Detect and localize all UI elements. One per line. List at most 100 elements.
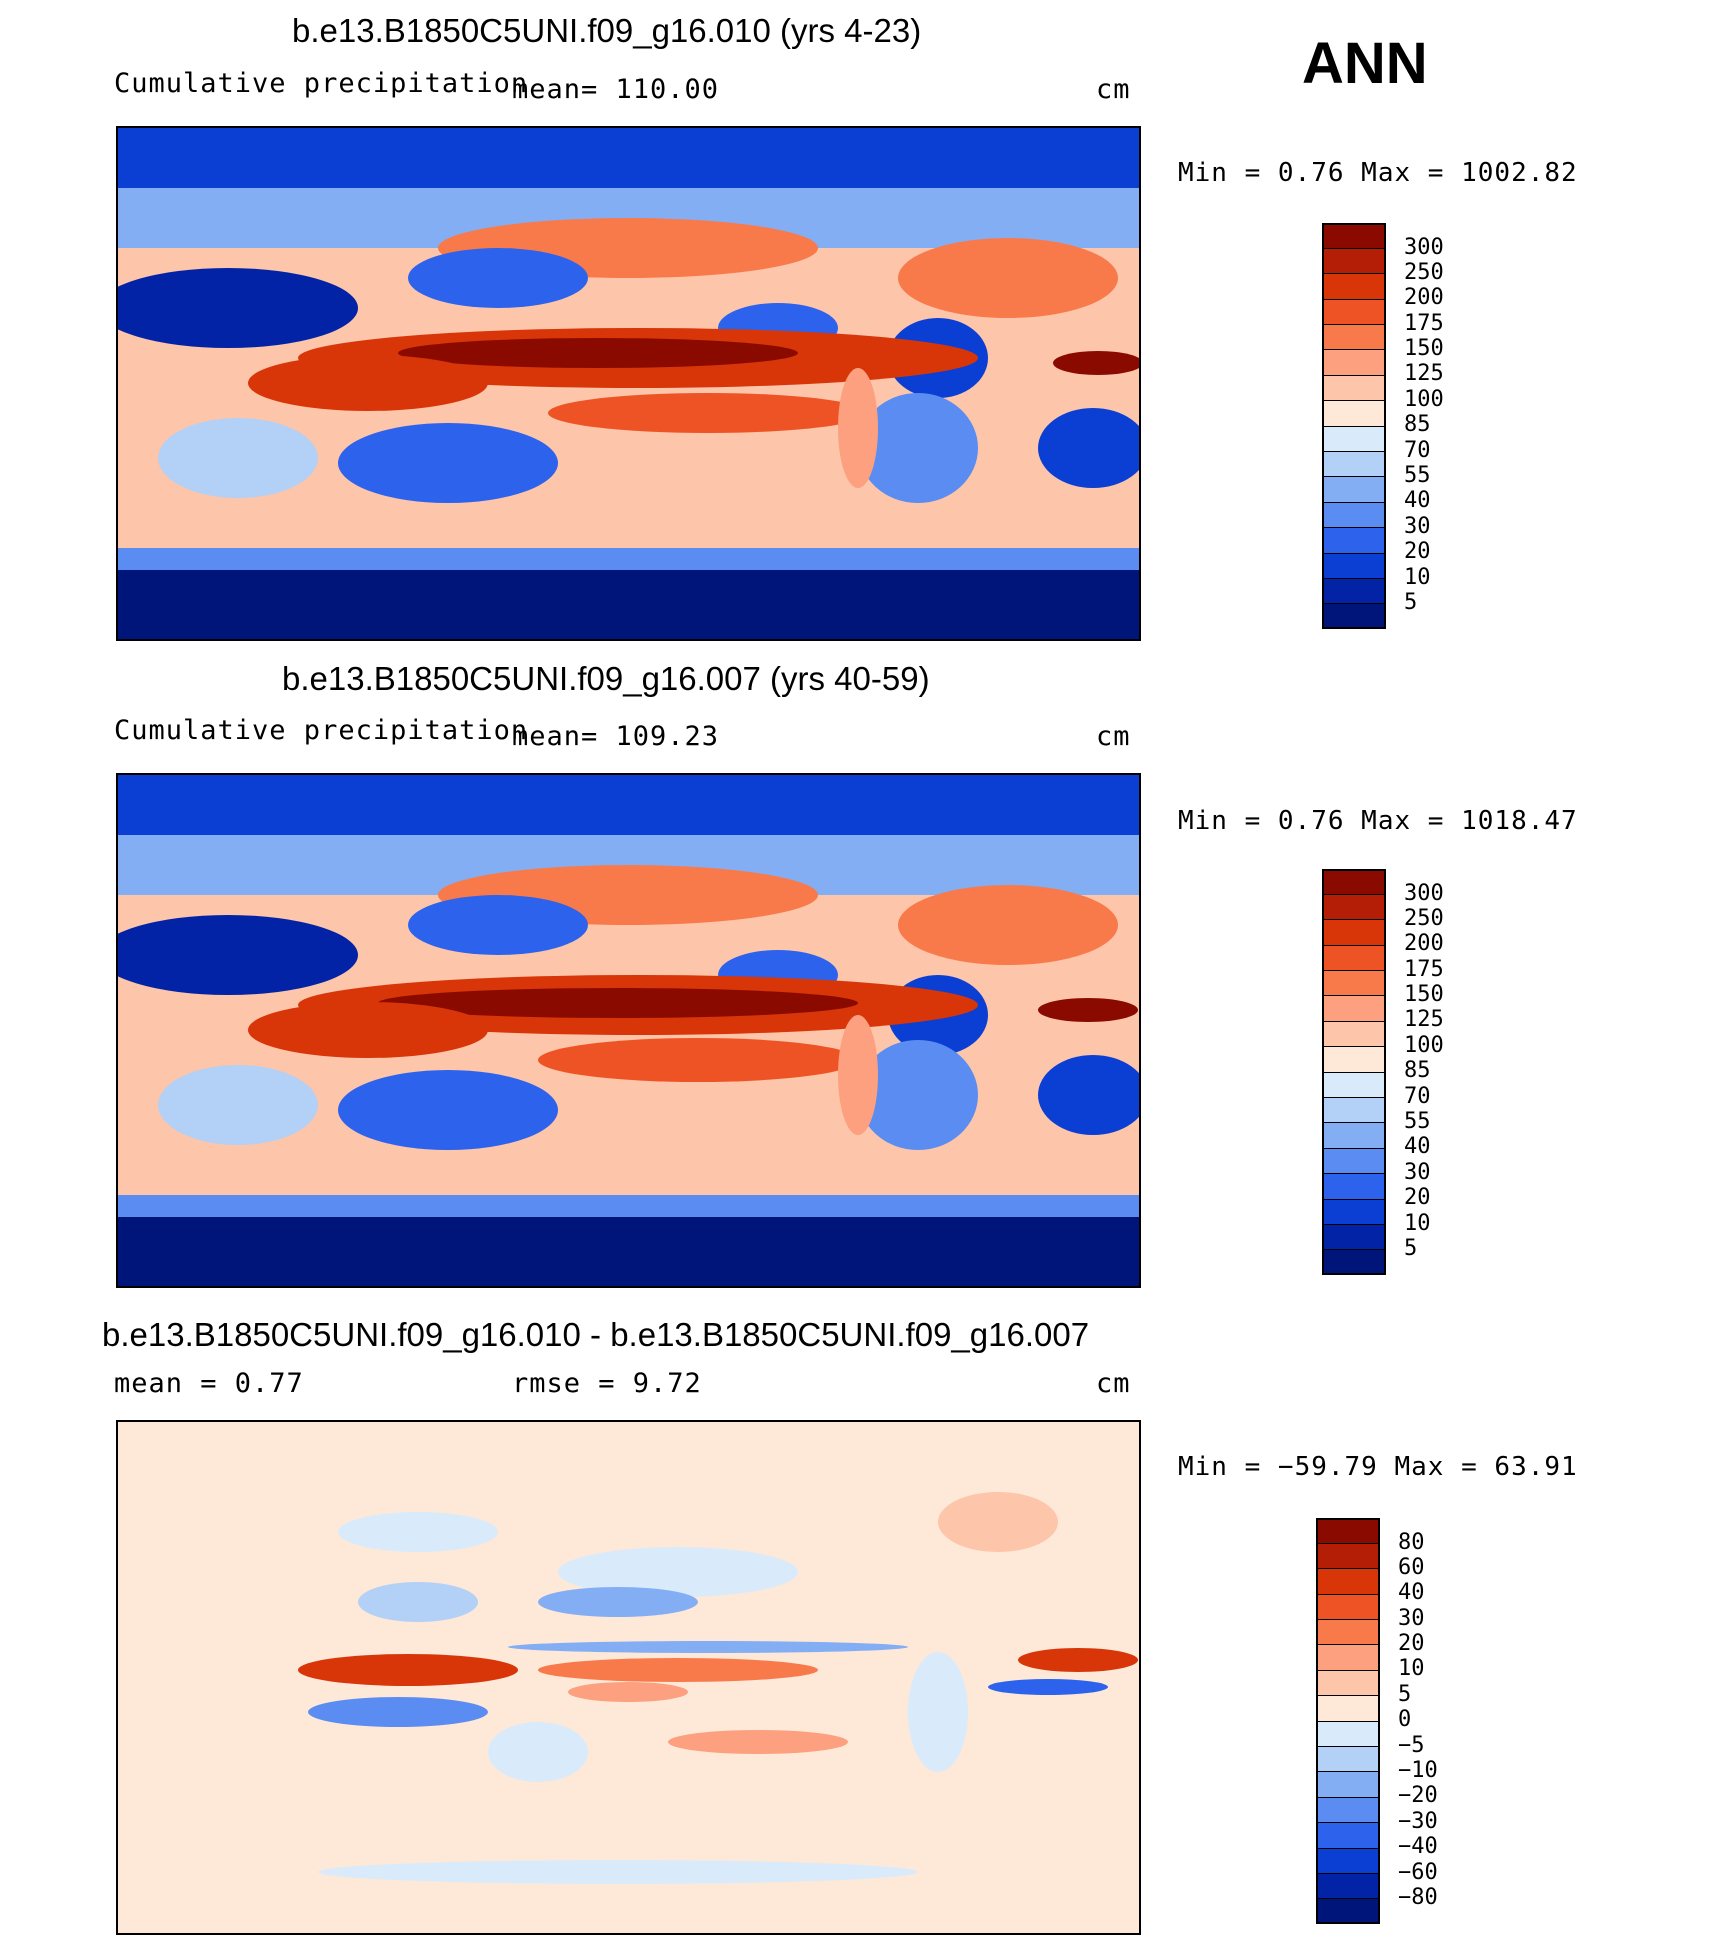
cbar-1-label-14: 5 <box>1404 590 1418 615</box>
cbar-2-label-2: 200 <box>1404 931 1444 956</box>
panel-2-left-label: Cumulative precipitation <box>114 715 529 746</box>
cbar-3-label-5: 10 <box>1398 1656 1425 1681</box>
panel-2-units: cm <box>1096 721 1131 752</box>
panel-2-title: b.e13.B1850C5UNI.f09_g16.007 (yrs 40-59) <box>282 660 930 697</box>
cbar-1-label-13: 10 <box>1404 565 1431 590</box>
cbar-2-label-9: 55 <box>1404 1109 1431 1134</box>
cbar-3-label-6: 5 <box>1398 1682 1412 1707</box>
cbar-2-label-12: 20 <box>1404 1185 1431 1210</box>
cbar-2-label-1: 250 <box>1404 906 1444 931</box>
cbar-3-swatch-10 <box>1316 1771 1380 1797</box>
cbar-2-label-0: 300 <box>1404 881 1444 906</box>
panel-2-map <box>116 773 1141 1288</box>
cbar-3-swatch-2 <box>1316 1568 1380 1594</box>
panel-3-units: cm <box>1096 1368 1131 1399</box>
cbar-3-label-0: 80 <box>1398 1530 1425 1555</box>
cbar-1-swatch-8 <box>1322 426 1386 452</box>
cbar-3-swatch-1 <box>1316 1543 1380 1569</box>
cbar-3-swatch-3 <box>1316 1594 1380 1620</box>
cbar-3-swatch-7 <box>1316 1695 1380 1721</box>
panel-3-mean: mean = 0.77 <box>114 1368 304 1399</box>
cbar-3-swatch-6 <box>1316 1670 1380 1696</box>
cbar-3-swatch-15 <box>1316 1898 1380 1924</box>
cbar-1-swatch-15 <box>1322 603 1386 629</box>
panel-3-rmse: rmse = 9.72 <box>512 1368 702 1399</box>
panel-3-map <box>116 1420 1141 1935</box>
cbar-1-swatch-3 <box>1322 299 1386 325</box>
cbar-2-label-7: 85 <box>1404 1058 1431 1083</box>
cbar-3-label-11: −30 <box>1398 1809 1438 1834</box>
panel-1-mean: mean= 110.00 <box>512 74 720 105</box>
cbar-3-label-14: −80 <box>1398 1885 1438 1910</box>
panel-2-mean: mean= 109.23 <box>512 721 720 752</box>
cbar-1-swatch-7 <box>1322 400 1386 426</box>
cbar-2-label-11: 30 <box>1404 1160 1431 1185</box>
panel-1-colorbar: 300 250 200 175 150 125 100 85 70 55 40 … <box>1322 223 1444 629</box>
panel-1-units: cm <box>1096 74 1131 105</box>
cbar-1-label-5: 125 <box>1404 361 1444 386</box>
cbar-2-swatch-4 <box>1322 970 1386 996</box>
cbar-3-label-1: 60 <box>1398 1555 1425 1580</box>
cbar-3-swatch-5 <box>1316 1644 1380 1670</box>
cbar-3-label-8: −5 <box>1398 1733 1425 1758</box>
cbar-1-label-6: 100 <box>1404 387 1444 412</box>
cbar-3-label-9: −10 <box>1398 1758 1438 1783</box>
cbar-1-label-12: 20 <box>1404 539 1431 564</box>
panel-3-minmax: Min = −59.79 Max = 63.91 <box>1178 1452 1578 1482</box>
cbar-1-label-1: 250 <box>1404 260 1444 285</box>
cbar-2-swatch-7 <box>1322 1046 1386 1072</box>
cbar-2-label-3: 175 <box>1404 957 1444 982</box>
cbar-1-label-0: 300 <box>1404 235 1444 260</box>
cbar-2-label-13: 10 <box>1404 1211 1431 1236</box>
panel-2-minmax: Min = 0.76 Max = 1018.47 <box>1178 806 1578 836</box>
cbar-3-swatch-12 <box>1316 1822 1380 1848</box>
cbar-2-swatch-1 <box>1322 894 1386 920</box>
cbar-2-swatch-11 <box>1322 1148 1386 1174</box>
cbar-1-swatch-12 <box>1322 527 1386 553</box>
cbar-1-swatch-13 <box>1322 553 1386 579</box>
cbar-1-swatch-1 <box>1322 248 1386 274</box>
cbar-3-swatch-14 <box>1316 1873 1380 1899</box>
cbar-1-swatch-0 <box>1322 223 1386 249</box>
panel-1-map <box>116 126 1141 641</box>
panel-2-colorbar: 300 250 200 175 150 125 100 85 70 55 40 … <box>1322 869 1444 1275</box>
cbar-1-label-9: 55 <box>1404 463 1431 488</box>
cbar-3-swatch-9 <box>1316 1746 1380 1772</box>
panel-1-title: b.e13.B1850C5UNI.f09_g16.010 (yrs 4-23) <box>292 12 922 49</box>
cbar-1-swatch-14 <box>1322 578 1386 604</box>
cbar-3-label-13: −60 <box>1398 1860 1438 1885</box>
cbar-1-swatch-11 <box>1322 502 1386 528</box>
cbar-2-label-10: 40 <box>1404 1134 1431 1159</box>
cbar-1-label-7: 85 <box>1404 412 1431 437</box>
cbar-1-swatch-9 <box>1322 451 1386 477</box>
cbar-3-label-10: −20 <box>1398 1783 1438 1808</box>
cbar-2-swatch-9 <box>1322 1097 1386 1123</box>
cbar-1-label-3: 175 <box>1404 311 1444 336</box>
panel-3-title: b.e13.B1850C5UNI.f09_g16.010 - b.e13.B18… <box>102 1316 1090 1353</box>
cbar-3-swatch-13 <box>1316 1848 1380 1874</box>
cbar-1-label-4: 150 <box>1404 336 1444 361</box>
cbar-2-label-6: 100 <box>1404 1033 1444 1058</box>
season-label: ANN <box>1302 31 1428 96</box>
panel-1-minmax: Min = 0.76 Max = 1002.82 <box>1178 158 1578 188</box>
cbar-2-label-5: 125 <box>1404 1007 1444 1032</box>
cbar-3-label-12: −40 <box>1398 1834 1438 1859</box>
cbar-2-swatch-2 <box>1322 919 1386 945</box>
cbar-1-label-8: 70 <box>1404 438 1431 463</box>
cbar-1-swatch-10 <box>1322 476 1386 502</box>
cbar-2-swatch-14 <box>1322 1224 1386 1250</box>
cbar-2-label-8: 70 <box>1404 1084 1431 1109</box>
cbar-3-swatch-4 <box>1316 1619 1380 1645</box>
cbar-2-swatch-12 <box>1322 1173 1386 1199</box>
panel-3-colorbar: 80 60 40 30 20 10 5 0 −5 −10 −20 −30 −40… <box>1316 1518 1438 1924</box>
cbar-2-label-4: 150 <box>1404 982 1444 1007</box>
cbar-3-swatch-8 <box>1316 1721 1380 1747</box>
panel-1-left-label: Cumulative precipitation <box>114 68 529 99</box>
cbar-1-swatch-6 <box>1322 375 1386 401</box>
cbar-1-swatch-5 <box>1322 349 1386 375</box>
cbar-1-swatch-4 <box>1322 324 1386 350</box>
cbar-1-label-2: 200 <box>1404 285 1444 310</box>
cbar-2-swatch-13 <box>1322 1199 1386 1225</box>
cbar-3-label-2: 40 <box>1398 1580 1425 1605</box>
cbar-1-swatch-2 <box>1322 273 1386 299</box>
